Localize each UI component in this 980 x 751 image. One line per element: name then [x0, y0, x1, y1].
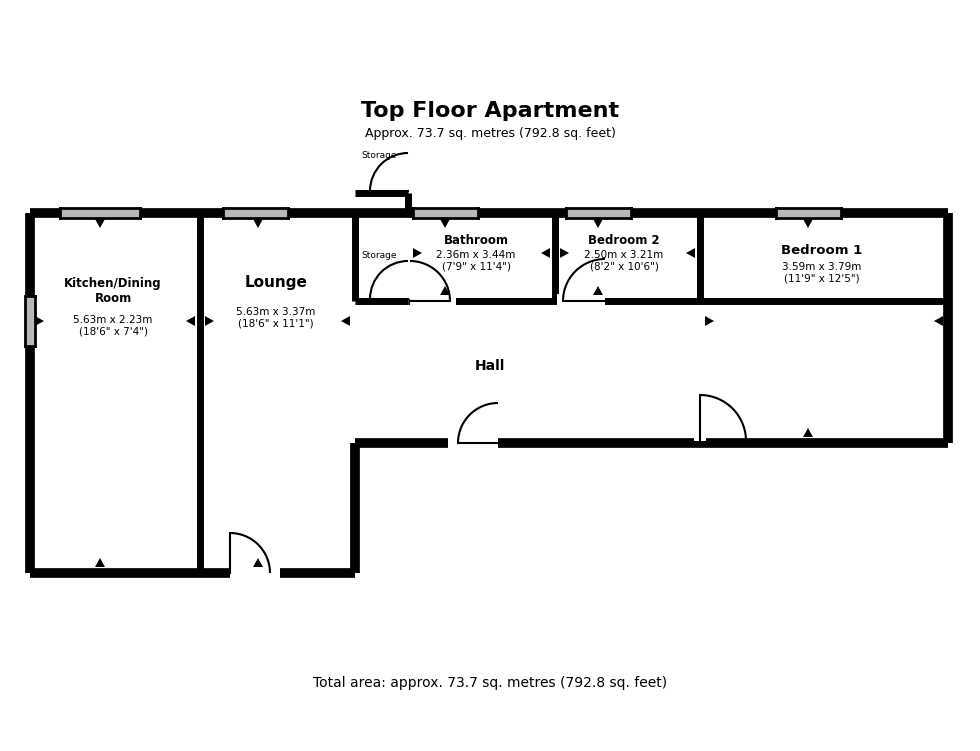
Bar	[413, 208, 477, 218]
Polygon shape	[541, 248, 550, 258]
Polygon shape	[593, 219, 603, 228]
Text: 5.63m x 2.23m
(18'6" x 7'4"): 5.63m x 2.23m (18'6" x 7'4")	[74, 315, 153, 336]
Bar	[355, 301, 948, 443]
Bar	[60, 208, 140, 218]
Bar	[402, 148, 414, 191]
Text: Lounge: Lounge	[245, 276, 308, 291]
Bar	[222, 208, 287, 218]
Text: Bedroom 2: Bedroom 2	[588, 234, 660, 248]
Bar	[694, 388, 706, 441]
Polygon shape	[593, 286, 603, 295]
Bar	[25, 296, 35, 346]
Polygon shape	[413, 248, 422, 258]
Text: Top Floor Apartment: Top Floor Apartment	[361, 101, 619, 121]
Polygon shape	[205, 316, 214, 326]
Bar	[557, 294, 605, 308]
Text: 3.59m x 3.79m
(11'9" x 12'5"): 3.59m x 3.79m (11'9" x 12'5")	[782, 262, 861, 284]
Bar	[230, 566, 280, 580]
Polygon shape	[253, 558, 263, 567]
Polygon shape	[95, 219, 105, 228]
Polygon shape	[803, 428, 813, 437]
Text: Storage: Storage	[361, 252, 397, 261]
Text: 5.63m x 3.37m
(18'6" x 11'1"): 5.63m x 3.37m (18'6" x 11'1")	[236, 307, 316, 329]
Bar	[30, 213, 948, 301]
Text: Bathroom: Bathroom	[444, 234, 509, 248]
Text: 2.50m x 3.21m
(8'2" x 10'6"): 2.50m x 3.21m (8'2" x 10'6")	[584, 250, 663, 272]
Bar	[448, 436, 498, 450]
Polygon shape	[803, 219, 813, 228]
Polygon shape	[95, 558, 105, 567]
Bar	[30, 301, 355, 573]
Text: Approx. 73.7 sq. metres (792.8 sq. feet): Approx. 73.7 sq. metres (792.8 sq. feet)	[365, 126, 615, 140]
Polygon shape	[705, 316, 714, 326]
Polygon shape	[341, 316, 350, 326]
Polygon shape	[440, 286, 450, 295]
Bar	[410, 294, 456, 308]
Bar	[402, 253, 414, 299]
Polygon shape	[35, 316, 44, 326]
Text: Kitchen/Dining
Room: Kitchen/Dining Room	[64, 277, 162, 305]
Text: Total area: approx. 73.7 sq. metres (792.8 sq. feet): Total area: approx. 73.7 sq. metres (792…	[313, 676, 667, 690]
Polygon shape	[934, 316, 943, 326]
Polygon shape	[186, 316, 195, 326]
Text: Bedroom 1: Bedroom 1	[781, 245, 862, 258]
Text: Storage: Storage	[361, 150, 397, 159]
Text: 2.36m x 3.44m
(7'9" x 11'4"): 2.36m x 3.44m (7'9" x 11'4")	[436, 250, 515, 272]
Bar	[565, 208, 630, 218]
Polygon shape	[560, 248, 569, 258]
Polygon shape	[253, 219, 263, 228]
Polygon shape	[440, 219, 450, 228]
Bar	[775, 208, 841, 218]
Text: Hall: Hall	[475, 359, 505, 373]
Polygon shape	[686, 248, 695, 258]
